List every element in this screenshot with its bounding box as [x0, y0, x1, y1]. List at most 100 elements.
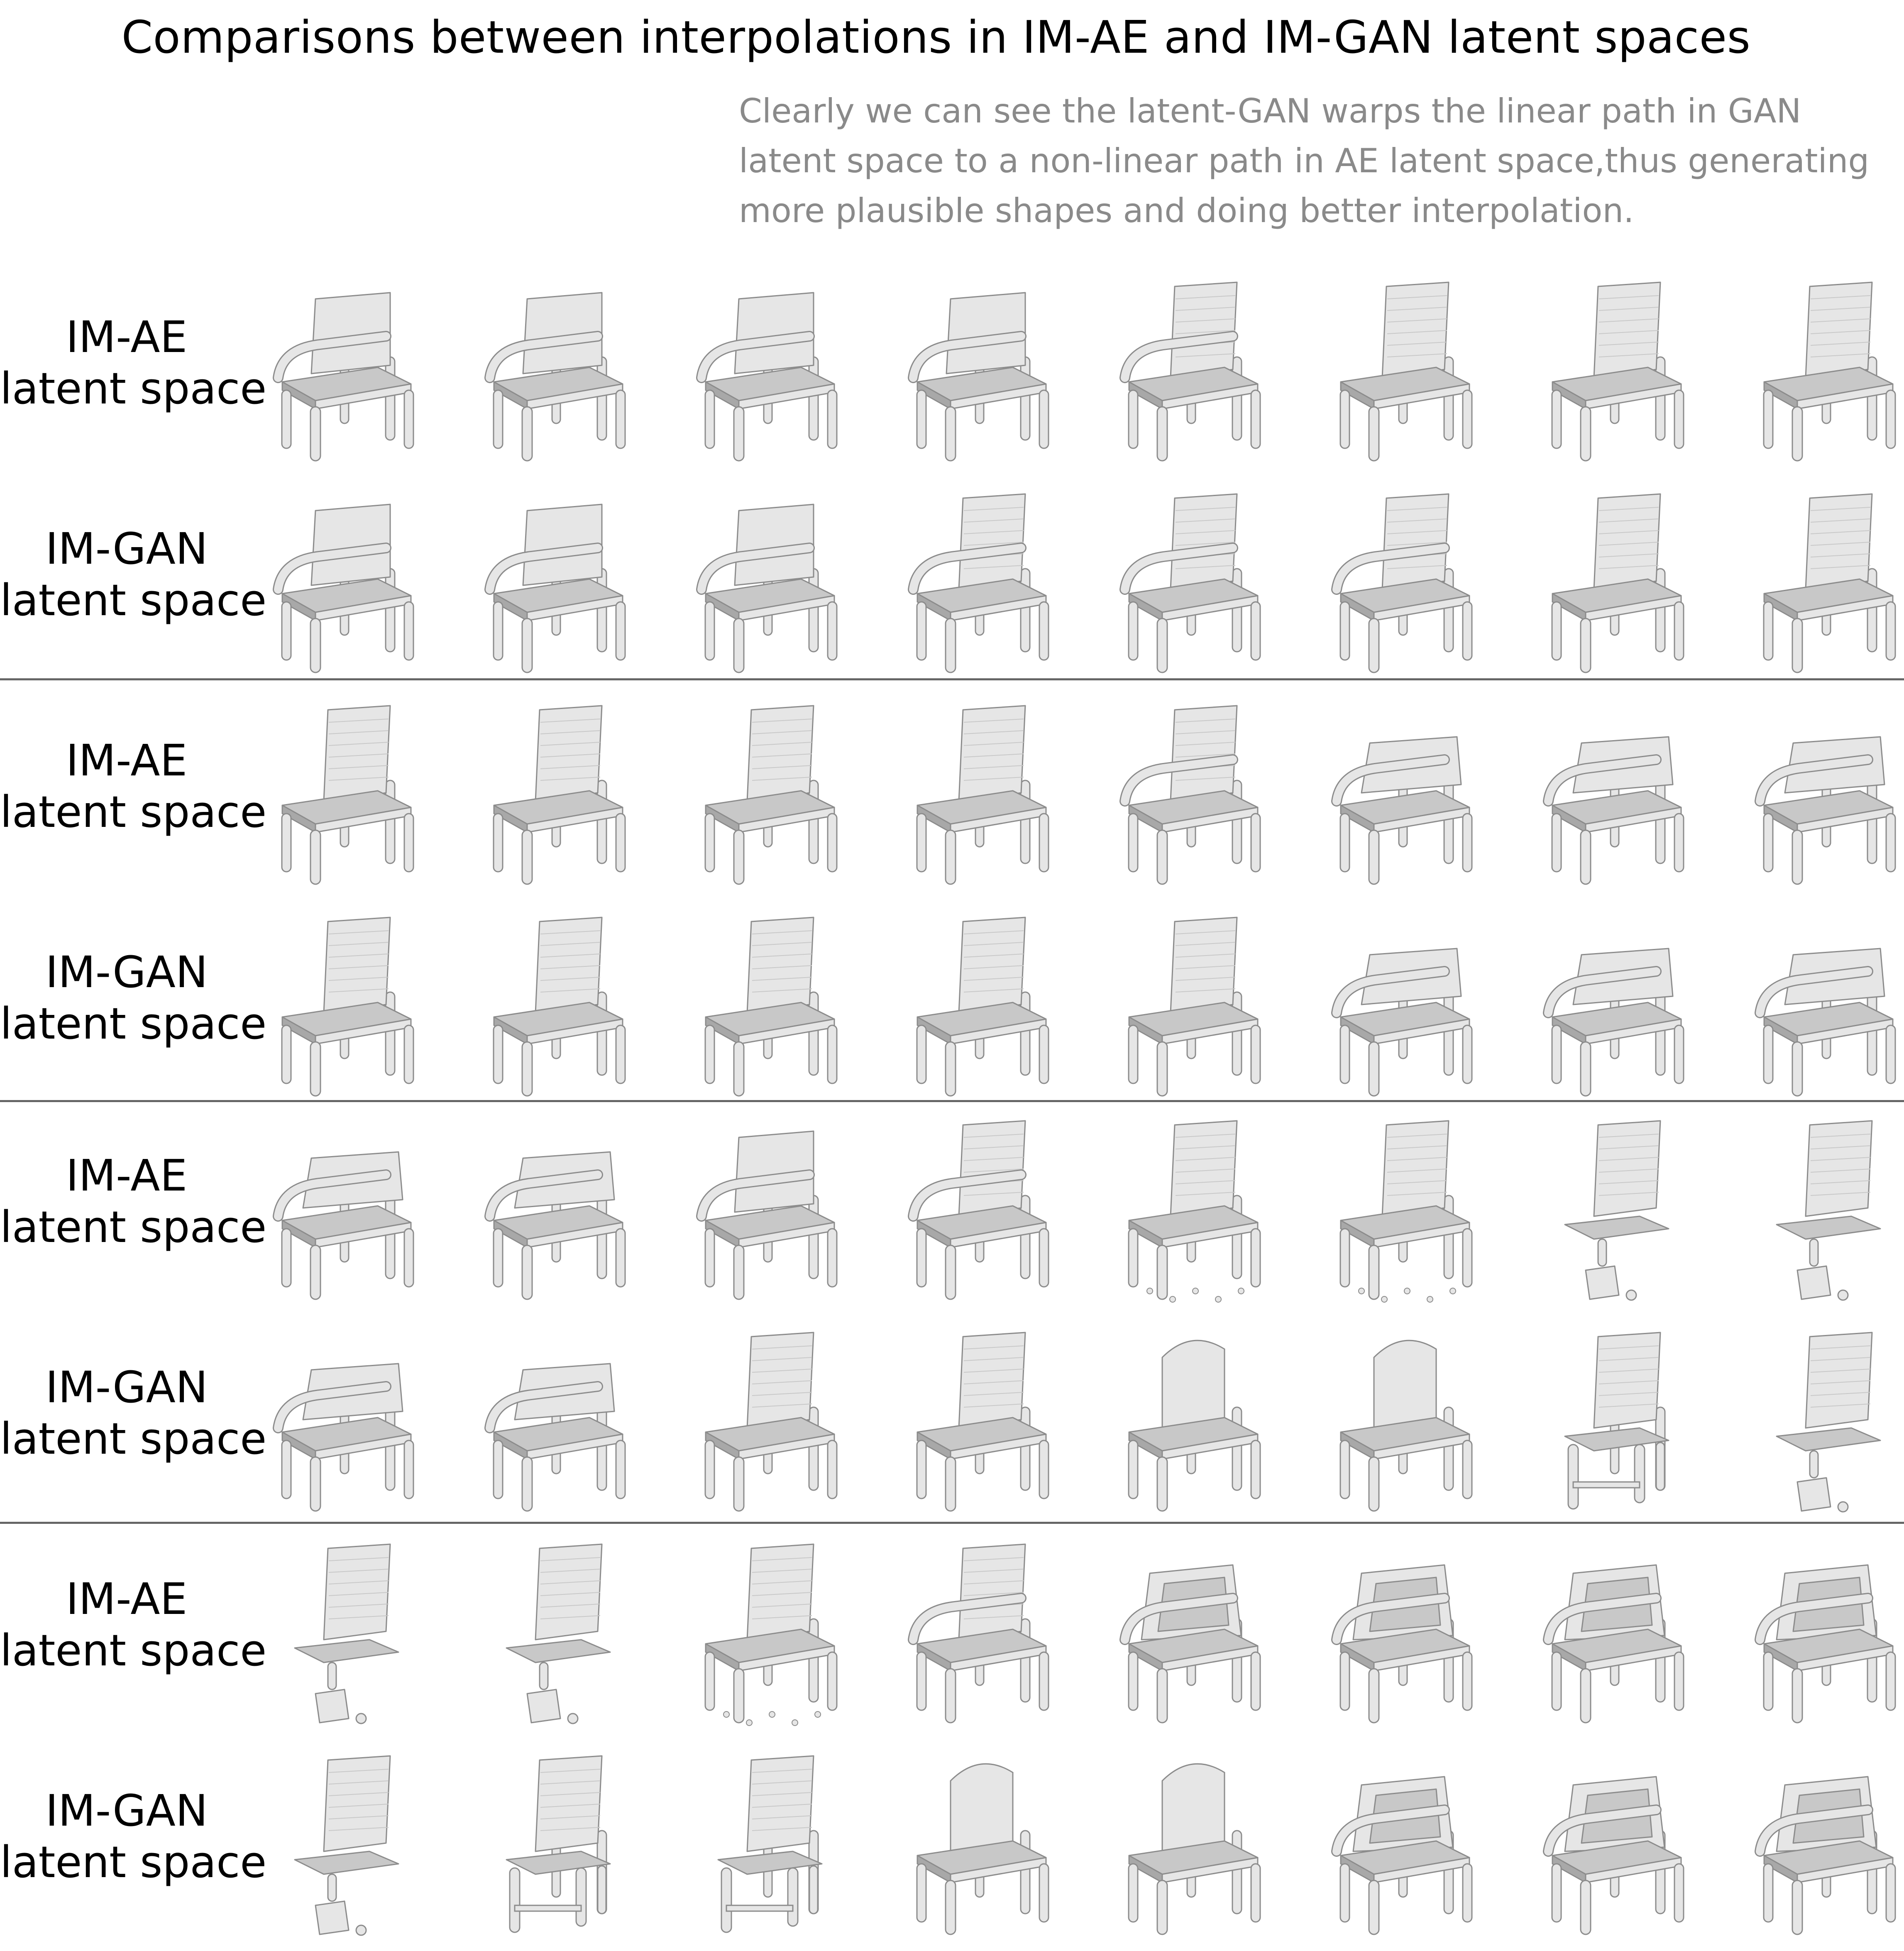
chair-shape-bar-stool: [1564, 1332, 1669, 1510]
row-label-line: latent space: [0, 575, 267, 626]
row-label-line: latent space: [0, 1837, 267, 1887]
chair-shape-chair-tall: [704, 1332, 838, 1512]
chair-render: [1112, 1112, 1270, 1303]
row-label-line: IM-AE: [66, 1150, 188, 1201]
chair-render: [1748, 1536, 1904, 1727]
chair-render: [1112, 486, 1270, 677]
row-label-line: IM-AE: [66, 735, 188, 786]
chair-render: [1536, 909, 1694, 1100]
chair-shape-armchair-sofa: [273, 1363, 414, 1512]
chair-render: [1748, 1324, 1904, 1515]
chair-shape-chair-tall-arm: [908, 1543, 1049, 1724]
chair-shape-chair-tall-arm: [1119, 705, 1261, 885]
row-label-line: IM-GAN: [45, 1362, 208, 1413]
chair-render: [266, 1536, 423, 1727]
chair-render: [689, 274, 847, 465]
chair-shape-chair-broken: [704, 1543, 838, 1726]
row-label: IM-AE latent space: [0, 1150, 267, 1253]
chair-render: [1748, 909, 1904, 1100]
row-label-line: latent space: [0, 998, 267, 1049]
row-label-line: latent space: [0, 1202, 267, 1252]
chair-shape-armchair-open: [908, 292, 1049, 462]
chair-render: [1748, 486, 1904, 677]
chair-render: [1748, 697, 1904, 888]
chair-render: [689, 1112, 847, 1303]
row-label-line: IM-GAN: [45, 1785, 208, 1836]
chair-shape-chair-tall-arm: [1331, 493, 1473, 673]
chair-render: [901, 1748, 1058, 1939]
chair-shape-chair-tall: [493, 917, 626, 1097]
im-ae-row: IM-AE latent space: [0, 266, 1904, 477]
row-label-line: IM-GAN: [45, 947, 208, 998]
chair-render: [1112, 909, 1270, 1100]
chair-shape-chair-tall: [281, 917, 414, 1097]
chair-render: [1748, 1112, 1904, 1303]
chair-render: [1536, 1536, 1694, 1727]
chair-render: [477, 909, 635, 1100]
chair-shape-armchair-open: [484, 504, 626, 673]
chair-shape-armchair-open: [696, 292, 838, 462]
figure-title: Comparisons between interpolations in IM…: [121, 12, 1751, 64]
im-ae-row: IM-AE latent space: [0, 689, 1904, 901]
chair-render: [901, 697, 1058, 888]
chair-render: [1324, 1748, 1482, 1939]
row-label-line: IM-GAN: [45, 523, 208, 574]
chair-render: [1748, 1748, 1904, 1939]
chair-render: [266, 274, 423, 465]
chair-render: [1324, 1112, 1482, 1303]
chair-render: [1536, 1324, 1694, 1515]
chair-shape-chair-broken: [1128, 1120, 1261, 1303]
chair-shape-chair-tall-arm: [908, 493, 1049, 673]
chair-shape-stool-broken: [506, 1543, 611, 1724]
chair-render: [1324, 486, 1482, 677]
chair-shape-armchair-sofa: [484, 1363, 626, 1512]
chair-render: [477, 1748, 635, 1939]
chair-render: [901, 486, 1058, 677]
chair-render: [1536, 274, 1694, 465]
chair-render: [266, 909, 423, 1100]
chair-render: [477, 697, 635, 888]
chair-shape-armchair-open: [696, 504, 838, 673]
im-ae-row: IM-AE latent space: [0, 1104, 1904, 1316]
chair-shape-armchair-sofa: [1755, 736, 1896, 885]
chair-shape-armchair-box: [1331, 1564, 1473, 1724]
row-label: IM-GAN latent space: [0, 1785, 267, 1888]
chair-render: [1536, 697, 1694, 888]
chair-render: [266, 486, 423, 677]
chair-render: [1324, 909, 1482, 1100]
caption-line: Clearly we can see the latent-GAN warps …: [739, 92, 1801, 130]
chair-shape-chair-tall: [704, 917, 838, 1097]
chair-render: [689, 697, 847, 888]
row-label: IM-GAN latent space: [0, 523, 267, 626]
chair-render: [1324, 697, 1482, 888]
row-label-line: latent space: [0, 1625, 267, 1676]
chair-shape-chair-tall: [493, 705, 626, 885]
caption-line: latent space to a non-linear path in AE …: [739, 142, 1870, 180]
chair-render: [477, 1324, 635, 1515]
chair-render: [266, 1748, 423, 1939]
chair-shape-chair-tall: [1763, 281, 1896, 462]
chair-shape-chair-round: [1339, 1340, 1473, 1512]
row-label: IM-AE latent space: [0, 311, 266, 414]
im-gan-row: IM-GAN latent space: [0, 1739, 1904, 1951]
chair-render: [689, 486, 847, 677]
chair-render: [1324, 1536, 1482, 1727]
chair-render: [266, 1112, 423, 1303]
chair-shape-armchair-sofa: [1755, 948, 1896, 1097]
chair-shape-chair-tall: [916, 705, 1049, 885]
chair-shape-chair-tall: [1551, 493, 1684, 673]
chair-render: [901, 1324, 1058, 1515]
chair-render: [901, 1112, 1058, 1303]
chair-shape-armchair-sofa: [273, 1151, 414, 1300]
chair-render: [689, 1748, 847, 1939]
block-separator: [0, 678, 1904, 680]
row-label: IM-AE latent space: [0, 1573, 267, 1676]
chair-render: [689, 909, 847, 1100]
chair-render: [1112, 697, 1270, 888]
chair-shape-armchair-sofa: [1543, 736, 1684, 885]
block-separator: [0, 1100, 1904, 1102]
chair-shape-armchair-open: [273, 292, 414, 462]
chair-shape-armchair-box: [1119, 1564, 1261, 1724]
chair-shape-armchair-open: [696, 1130, 838, 1300]
chair-shape-armchair-sofa: [1543, 948, 1684, 1097]
